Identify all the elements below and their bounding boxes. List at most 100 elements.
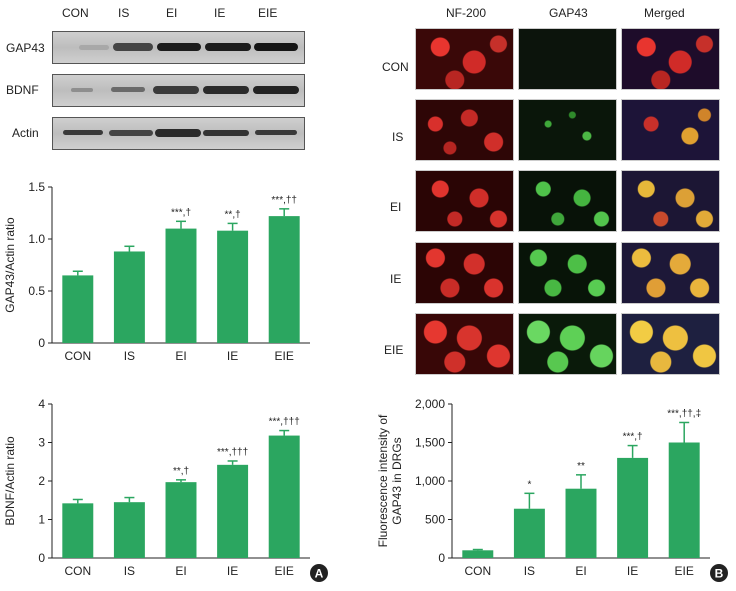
micrograph-ie-merged <box>621 242 720 304</box>
panel-label-a-text: A <box>315 567 324 581</box>
lane-label-eie: EIE <box>258 6 278 20</box>
bar <box>165 482 197 558</box>
micro-row-label-ie: IE <box>390 272 402 286</box>
blot-row-label-gap43: GAP43 <box>6 41 45 55</box>
micrograph-con-merged <box>621 28 720 90</box>
x-tick-label: IS <box>524 564 535 578</box>
y-tick-label: 1 <box>38 513 45 527</box>
x-tick-label: EIE <box>675 564 694 578</box>
y-axis-label: Fluorescence intensity ofGAP43 in DRGs <box>376 414 404 547</box>
bar <box>113 502 145 558</box>
micro-row-label-is: IS <box>392 130 404 144</box>
bar <box>62 275 94 343</box>
x-tick-label: IE <box>627 564 638 578</box>
micrograph-eie-gap43 <box>518 313 617 375</box>
significance-label: ***,††,‡ <box>667 408 701 419</box>
blot-band <box>253 86 299 94</box>
significance-label: **,† <box>173 466 189 477</box>
bar <box>668 442 700 558</box>
x-tick-label: EI <box>175 349 186 363</box>
y-tick-label: 2,000 <box>415 397 445 411</box>
significance-label: * <box>527 479 531 490</box>
significance-label: ***,††† <box>217 447 248 458</box>
y-axis-label-line: GAP43 in DRGs <box>390 437 404 524</box>
y-tick-label: 0 <box>438 551 445 565</box>
bar <box>217 230 249 343</box>
y-tick-label: 1.5 <box>28 180 45 194</box>
micrograph-ie-nf200 <box>415 242 514 304</box>
micrograph-ei-merged <box>621 170 720 232</box>
y-tick-label: 1.0 <box>28 232 45 246</box>
significance-label: ** <box>577 461 585 472</box>
blot-band <box>63 130 103 135</box>
blot-band <box>113 43 153 51</box>
micro-col-label-nf200: NF-200 <box>446 6 487 20</box>
micrograph-ei-nf200 <box>415 170 514 232</box>
x-tick-label: EI <box>575 564 586 578</box>
blot-band <box>203 86 249 94</box>
blot-band <box>205 43 251 51</box>
y-tick-label: 1,500 <box>415 436 445 450</box>
y-tick-label: 3 <box>38 436 45 450</box>
y-axis-label: GAP43/Actin ratio <box>3 217 17 313</box>
micrograph-eie-nf200 <box>415 313 514 375</box>
blot-strip-bdnf <box>52 74 305 107</box>
micro-col-label-gap43: GAP43 <box>549 6 588 20</box>
panel-label-b-text: B <box>715 567 724 581</box>
micrograph-ie-gap43 <box>518 242 617 304</box>
blot-row-label-bdnf: BDNF <box>6 83 39 97</box>
bar <box>513 508 545 558</box>
significance-label: ***,† <box>623 432 643 443</box>
bar <box>217 464 249 558</box>
y-tick-label: 0.5 <box>28 284 45 298</box>
blot-band <box>71 88 93 92</box>
micrograph-eie-merged <box>621 313 720 375</box>
bar <box>565 488 597 558</box>
micrograph-is-merged <box>621 99 720 161</box>
bar <box>462 550 494 558</box>
bar <box>268 435 300 558</box>
x-tick-label: IE <box>227 564 238 578</box>
bar <box>165 228 197 343</box>
bar <box>62 503 94 558</box>
x-tick-label: IE <box>227 349 238 363</box>
significance-label: ***,††† <box>269 417 300 428</box>
blot-band <box>155 129 201 137</box>
blot-band <box>153 86 199 94</box>
micro-row-label-eie: EIE <box>384 343 404 357</box>
blot-band <box>254 43 298 51</box>
micrograph-con-nf200 <box>415 28 514 90</box>
bar <box>617 457 649 558</box>
blot-band <box>109 130 153 136</box>
x-tick-label: EIE <box>275 564 294 578</box>
micro-col-label-merged: Merged <box>644 6 685 20</box>
x-tick-label: CON <box>64 564 91 578</box>
x-tick-label: IS <box>124 564 135 578</box>
micrograph-con-gap43 <box>518 28 617 90</box>
y-tick-label: 0 <box>38 551 45 565</box>
panel-label-b: B <box>710 564 728 582</box>
micrograph-ei-gap43 <box>518 170 617 232</box>
blot-band <box>157 43 201 51</box>
y-tick-label: 4 <box>38 397 45 411</box>
blot-row-label-actin: Actin <box>12 126 39 140</box>
blot-strip-gap43 <box>52 31 305 64</box>
x-tick-label: CON <box>64 349 91 363</box>
bar <box>268 216 300 343</box>
y-tick-label: 500 <box>425 513 445 527</box>
micrograph-is-nf200 <box>415 99 514 161</box>
micrograph-is-gap43 <box>518 99 617 161</box>
blot-strip-actin <box>52 117 305 150</box>
y-axis-label-line: Fluorescence intensity of <box>376 414 390 547</box>
significance-label: ***,†† <box>271 195 297 206</box>
lane-label-ie: IE <box>214 6 226 20</box>
lane-label-con: CON <box>62 6 89 20</box>
y-axis-label: BDNF/Actin ratio <box>3 436 17 526</box>
significance-label: ***,† <box>171 207 191 218</box>
x-tick-label: CON <box>464 564 491 578</box>
panel-label-a: A <box>310 564 328 582</box>
y-tick-label: 2 <box>38 474 45 488</box>
